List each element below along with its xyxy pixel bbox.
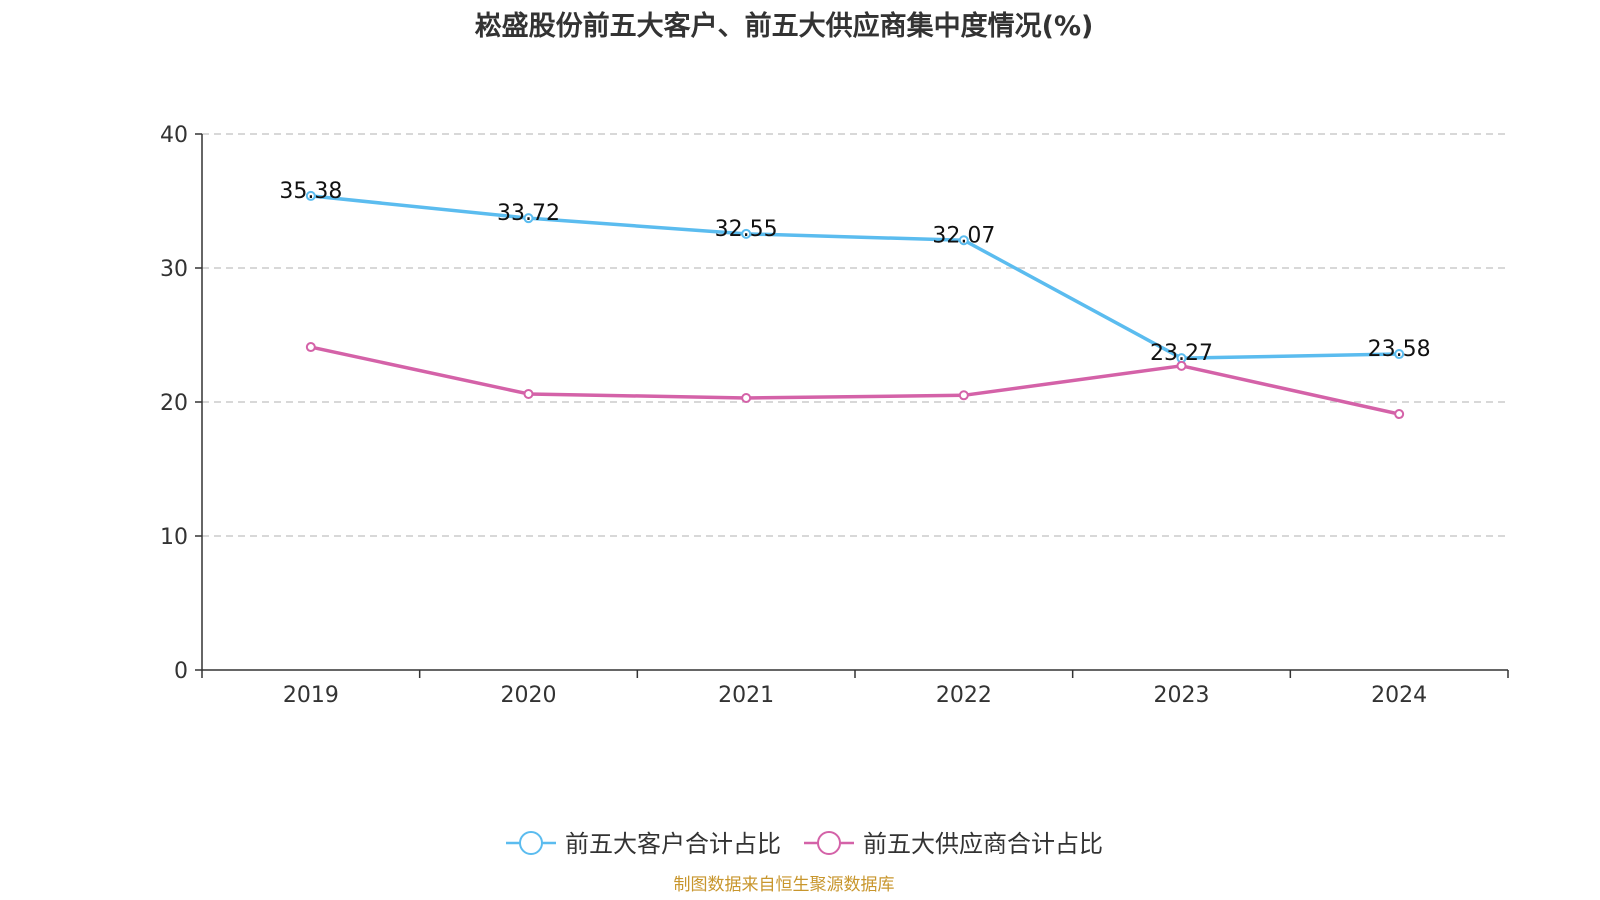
y-tick-label: 10 <box>160 525 188 550</box>
x-tick-label: 2024 <box>1371 683 1427 708</box>
data-label: 23.58 <box>1368 337 1431 362</box>
x-tick-label: 2019 <box>283 683 339 708</box>
data-point <box>305 342 316 353</box>
data-point <box>1394 409 1405 420</box>
data-label: 35.38 <box>279 179 342 204</box>
data-point <box>741 392 752 403</box>
series-lines <box>305 190 1405 420</box>
data-label: 32.07 <box>932 223 995 248</box>
data-point <box>305 190 316 201</box>
y-tick-label: 40 <box>160 123 188 148</box>
legend-item-1: 前五大客户合计占比 <box>506 830 781 858</box>
legend-label: 前五大供应商合计占比 <box>863 830 1103 858</box>
data-label: 23.27 <box>1150 341 1213 366</box>
grid-lines <box>202 133 1508 537</box>
data-point <box>958 235 969 246</box>
legend-marker <box>817 831 841 855</box>
legend: 前五大客户合计占比 前五大供应商合计占比 <box>506 830 1103 858</box>
series-line-2 <box>310 345 1400 416</box>
x-tick-label: 2020 <box>501 683 557 708</box>
x-tick-label: 2022 <box>936 683 992 708</box>
data-label: 33.72 <box>497 201 560 226</box>
data-point <box>523 213 534 224</box>
x-tick-label: 2021 <box>718 683 774 708</box>
series-line-1 <box>310 194 1400 360</box>
data-point <box>523 388 534 399</box>
data-point <box>1394 349 1405 360</box>
data-label: 32.55 <box>715 217 778 242</box>
y-tick-label: 0 <box>174 659 188 684</box>
data-point <box>958 390 969 401</box>
legend-label: 前五大客户合计占比 <box>565 830 781 858</box>
legend-item-2: 前五大供应商合计占比 <box>804 830 1103 858</box>
x-tick-label: 2023 <box>1154 683 1210 708</box>
y-tick-label: 20 <box>160 391 188 416</box>
data-point <box>741 228 752 239</box>
data-labels: 35.38 33.72 32.55 32.07 23.27 23.58 <box>279 179 1430 366</box>
legend-marker <box>519 831 543 855</box>
y-tick-label: 30 <box>160 257 188 282</box>
axes: 0 10 20 30 40 2019 2020 2021 2022 2023 2024 <box>160 123 1509 708</box>
chart-title: 崧盛股份前五大客户、前五大供应商集中度情况(%) <box>474 11 1094 42</box>
source-note: 制图数据来自恒生聚源数据库 <box>673 875 895 895</box>
data-point <box>1176 360 1187 371</box>
